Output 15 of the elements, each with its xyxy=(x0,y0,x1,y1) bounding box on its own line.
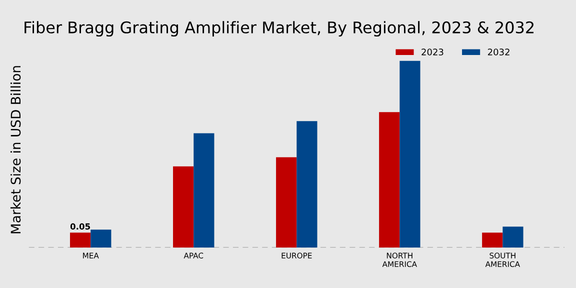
bar xyxy=(173,166,194,248)
y-axis-title: Market Size in USD Billion xyxy=(10,66,21,234)
chart-title: Fiber Bragg Grating Amplifier Market, By Regional, 2023 & 2032 xyxy=(24,21,534,37)
bar xyxy=(90,230,112,248)
bar xyxy=(379,112,400,248)
bar xyxy=(502,226,524,248)
bar xyxy=(194,133,214,248)
bar xyxy=(276,157,297,248)
legend-label: 2032 xyxy=(488,48,510,56)
bar xyxy=(70,232,91,248)
legend-label: 2023 xyxy=(422,48,444,56)
bar xyxy=(400,60,420,248)
data-label: 0.05 xyxy=(70,223,90,230)
bar xyxy=(296,121,318,248)
bar xyxy=(482,232,503,248)
